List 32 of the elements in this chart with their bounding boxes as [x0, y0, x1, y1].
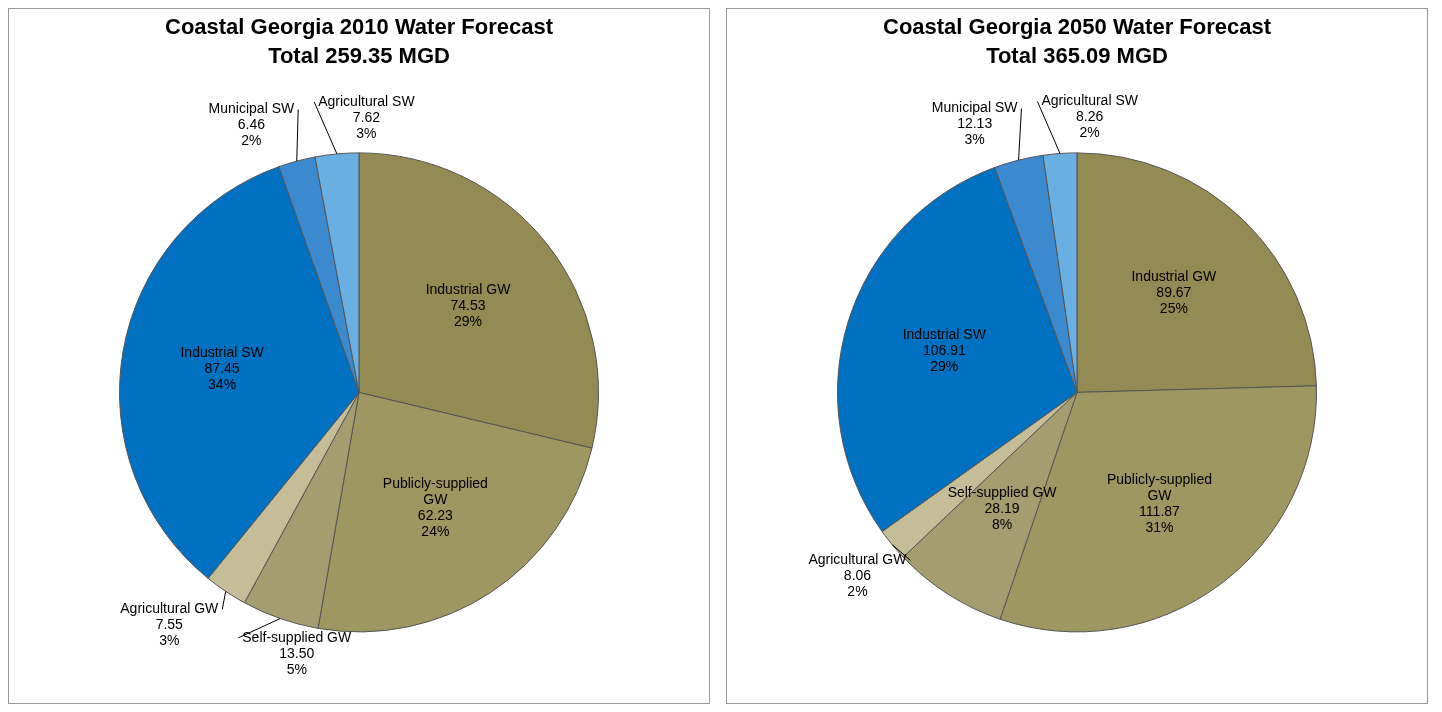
slice-label: Municipal SW [931, 99, 1019, 116]
slice-label: Agricultural GW [808, 551, 908, 568]
slice-label: Industrial GW [425, 281, 512, 298]
slice-label: Publicly-supplied GW [382, 475, 488, 508]
slice-label: Agricultural SW [318, 92, 416, 109]
slice-label: Self-supplied GW [947, 484, 1058, 501]
data-label: 8.26 2% [1076, 108, 1104, 141]
data-label: 62.23 24% [417, 507, 454, 540]
slice-label: Municipal SW [208, 100, 295, 117]
slice-label: Industrial GW [1131, 267, 1218, 284]
data-label: 106.91 29% [922, 342, 966, 375]
data-label: 111.87 31% [1139, 503, 1181, 536]
slice-label: Agricultural SW [1041, 92, 1139, 109]
slice-label: Agricultural GW [120, 600, 220, 617]
data-label: 13.50 5% [279, 644, 315, 677]
chart-title: Coastal Georgia 2010 Water Forecast [164, 14, 554, 40]
data-label: 12.13 3% [957, 115, 993, 148]
slice-label: Industrial SW [902, 326, 987, 343]
data-label: 7.55 3% [155, 616, 184, 649]
chart-subtitle: Total 365.09 MGD [986, 42, 1168, 68]
slice-label: Industrial SW [180, 343, 265, 360]
data-label: 7.62 3% [352, 108, 381, 141]
chart-subtitle: Total 259.35 MGD [268, 42, 450, 68]
data-label: 6.46 2% [237, 116, 266, 149]
data-label: 87.45 34% [204, 359, 240, 392]
slice-label: Self-supplied GW [242, 628, 352, 645]
data-label: 74.53 29% [450, 297, 486, 330]
data-label: 28.19 8% [984, 500, 1020, 533]
chart-title: Coastal Georgia 2050 Water Forecast [882, 14, 1272, 40]
slice-label: Publicly-supplied GW [1106, 471, 1213, 504]
data-label: 89.67 25% [1156, 283, 1192, 316]
data-label: 8.06 2% [843, 567, 872, 600]
